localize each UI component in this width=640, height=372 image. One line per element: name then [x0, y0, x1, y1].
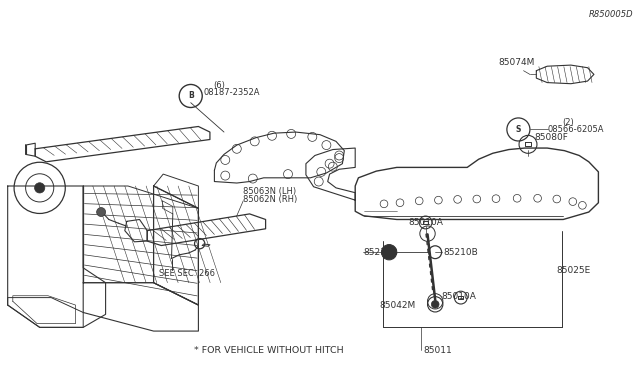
Circle shape — [35, 183, 45, 193]
Circle shape — [381, 244, 397, 260]
Circle shape — [97, 208, 106, 217]
Text: 85025E: 85025E — [557, 266, 591, 275]
Text: R850005D: R850005D — [589, 10, 634, 19]
Text: 85062N (RH): 85062N (RH) — [243, 195, 298, 203]
Text: * FOR VEHICLE WITHOUT HITCH: * FOR VEHICLE WITHOUT HITCH — [194, 346, 344, 355]
Text: 85011: 85011 — [424, 346, 452, 355]
Text: S: S — [516, 125, 521, 134]
Text: 85210B: 85210B — [443, 248, 477, 257]
Text: 85210B: 85210B — [363, 248, 397, 257]
Text: 08566-6205A: 08566-6205A — [548, 125, 604, 134]
Circle shape — [431, 301, 439, 308]
Text: 08187-2352A: 08187-2352A — [204, 88, 260, 97]
Text: B: B — [188, 92, 193, 100]
Text: 85042M: 85042M — [379, 301, 415, 310]
Text: 85063N (LH): 85063N (LH) — [243, 187, 296, 196]
Text: 85010A: 85010A — [442, 292, 476, 301]
Text: (2): (2) — [562, 118, 573, 127]
Text: 85074M: 85074M — [498, 58, 534, 67]
Text: 85080F: 85080F — [534, 133, 568, 142]
Text: 85010A: 85010A — [408, 218, 443, 227]
Text: (6): (6) — [213, 81, 225, 90]
Text: SEE SEC. 266: SEE SEC. 266 — [159, 269, 215, 278]
